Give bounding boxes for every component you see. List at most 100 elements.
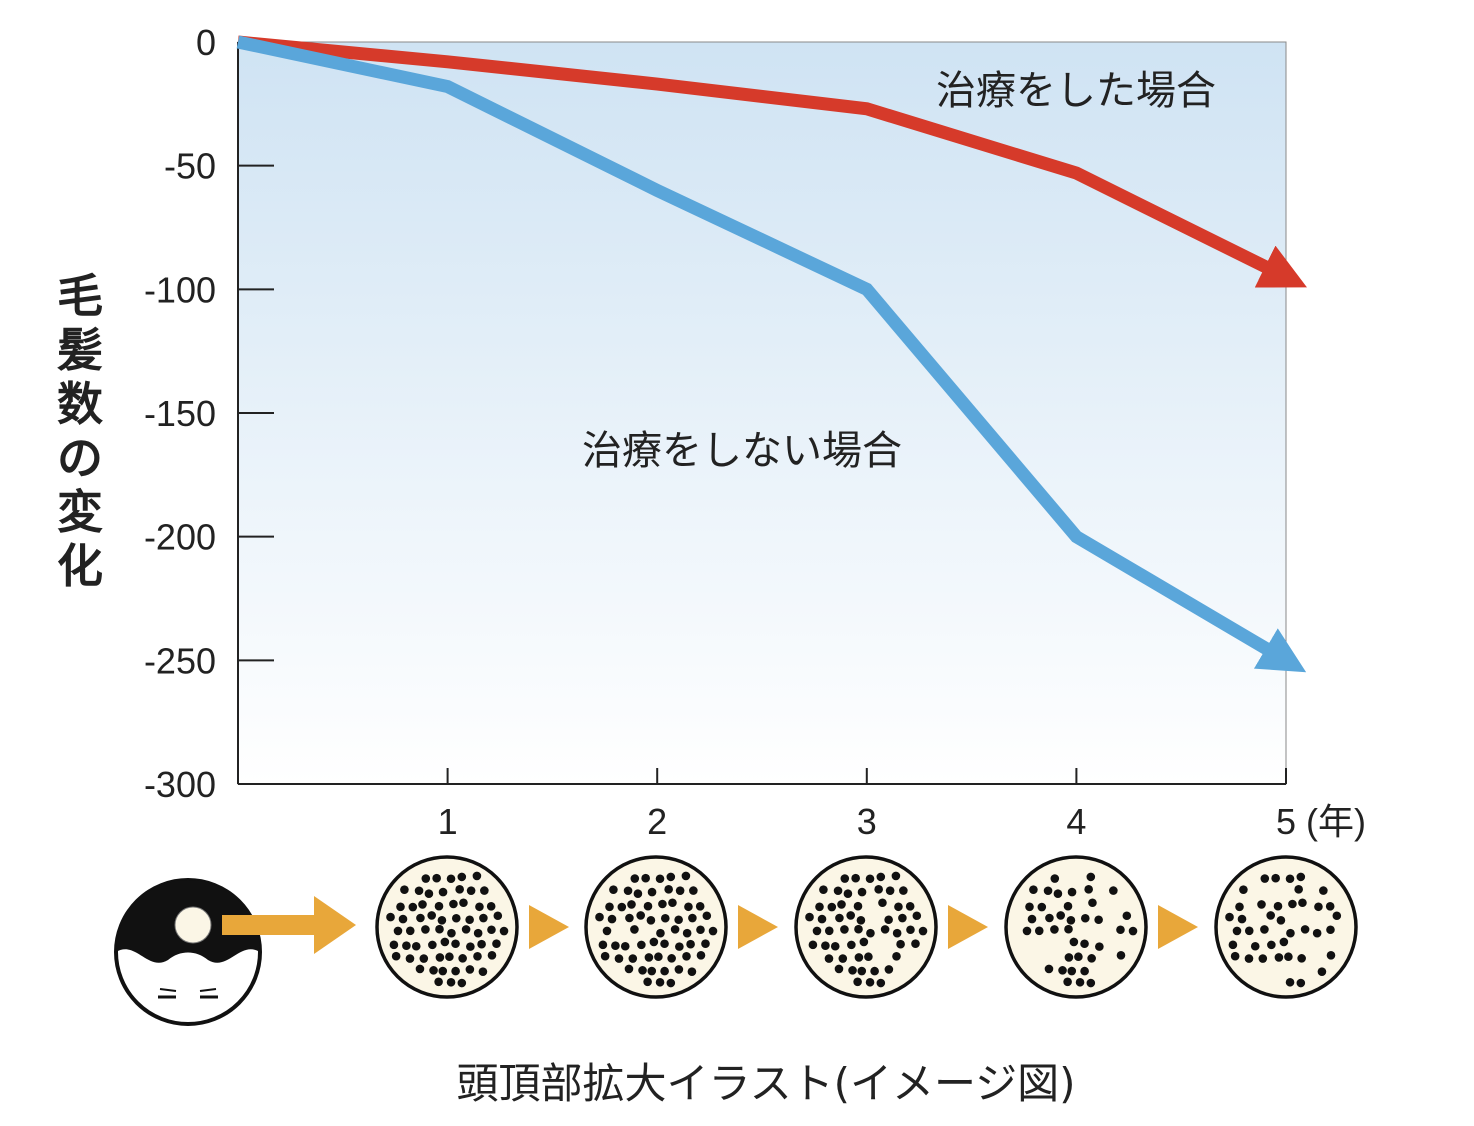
hair-follicle-dot [1066,915,1076,925]
hair-follicle-dot [1284,952,1293,962]
y-tick-label: -50 [164,146,216,187]
hair-follicle-dot [405,926,415,936]
hair-follicle-dot [1250,941,1260,951]
hair-follicle-dot [674,965,684,974]
hair-follicle-dot [1260,874,1270,883]
hair-follicle-dot [880,925,890,934]
hair-follicle-dot [457,978,467,988]
hair-follicle-dot [1069,937,1079,947]
hair-follicle-dot [479,913,488,923]
hair-follicle-dot [864,952,873,962]
hair-follicle-dot [455,885,464,894]
hair-follicle-dot [1050,925,1059,934]
hair-follicle-dot [655,977,665,987]
hair-follicle-dot [906,925,915,935]
hair-follicle-dot [1043,886,1053,896]
hair-follicle-dot [1296,978,1306,988]
series-layer [236,35,1307,673]
hair-follicle-dot [670,925,680,934]
hair-follicle-dot [1029,885,1038,894]
hair-follicle-dot [1044,964,1054,974]
hair-follicle-dot [857,966,867,976]
hair-follicle-dot [1228,940,1238,950]
y-tick-label: -250 [144,640,216,681]
hair-follicle-dot [440,937,450,947]
hair-follicle-dot [870,966,879,976]
hair-follicle-dot [853,901,863,911]
x-tick-label: 4 [1066,801,1086,842]
hair-follicle-dot [1075,977,1085,987]
hair-follicle-dot [688,913,697,923]
hair-follicle-dot [1312,928,1322,938]
hair-follicle-dot [708,926,718,936]
hair-follicle-dot [899,886,908,895]
hair-follicle-dot [1298,898,1307,908]
hair-follicle-dot [1271,873,1280,883]
hair-follicle-dot [1317,967,1327,976]
hair-follicle-dot [854,953,864,962]
hair-follicle-dot [819,885,828,894]
hair-follicle-dot [805,912,814,922]
hair-follicle-dot [1122,911,1132,921]
hair-follicle-dot [876,978,886,988]
hair-follicle-dot [438,966,448,976]
hair-follicle-dot [647,966,657,976]
hair-follicle-dot [854,924,863,934]
hair-follicle-dot [419,954,429,963]
hair-follicle-dot [866,928,875,938]
hair-follicle-dot [1116,925,1125,935]
hair-follicle-dot [857,887,867,897]
hair-follicle-dot [681,871,691,881]
series-label: 治療をした場合 [936,68,1216,114]
hair-follicle-dot [465,915,474,925]
y-axis-title-char: の [57,431,103,485]
hair-follicle-dot [486,901,496,911]
hair-follicle-dot [1230,951,1240,961]
hair-follicle-dot [1235,902,1244,912]
x-axis-unit: (年) [1306,801,1366,842]
hair-follicle-dot [611,941,620,951]
hair-follicle-dot [1084,885,1093,894]
hair-follicle-dot [414,886,424,896]
scalp-circle [375,855,519,999]
hair-follicle-dot [1063,901,1073,911]
scalp-circle [1004,855,1148,999]
scalp-circle [1214,855,1358,999]
hair-follicle-dot [856,915,866,925]
hair-follicle-dot [446,977,456,987]
hair-follicle-dot [1332,911,1342,921]
hair-follicle-dot [1260,925,1269,934]
hair-follicle-dot [838,954,848,963]
hair-follicle-dot [646,915,656,925]
hair-follicle-dot [695,901,705,911]
series-line-untreated [236,35,1307,673]
hair-follicle-dot [411,941,421,951]
hair-follicle-dot [835,913,844,923]
hair-follicle-dot [656,928,665,938]
hair-follicle-dot [1088,898,1097,908]
hair-follicle-dot [459,898,468,908]
hair-follicle-dot [1025,902,1034,912]
hair-follicle-dot [451,913,461,923]
y-tick-label: -150 [144,393,216,434]
hair-follicle-dot [1094,915,1103,925]
hair-follicle-dot [840,925,849,934]
hair-follicle-dot [1276,915,1286,925]
hair-follicle-dot [487,950,497,960]
hair-follicle-dot [438,887,448,897]
hair-follicle-dot [667,954,676,963]
hair-follicle-dot [644,953,654,962]
hair-follicle-dot [1325,901,1335,911]
hair-follicle-dot [1273,901,1283,911]
hair-follicle-dot [641,873,650,883]
hair-follicle-dot [465,965,475,974]
hair-follicle-dot [1086,872,1096,882]
y-axis-title-char: 髪 [57,323,103,377]
hair-follicle-dot [451,939,460,949]
hair-follicle-dot [1300,925,1310,934]
x-tick-label: 5 [1276,801,1296,842]
hair-follicle-dot [1064,924,1073,934]
x-tick-label: 1 [438,801,458,842]
hair-follicle-dot [1109,886,1118,895]
